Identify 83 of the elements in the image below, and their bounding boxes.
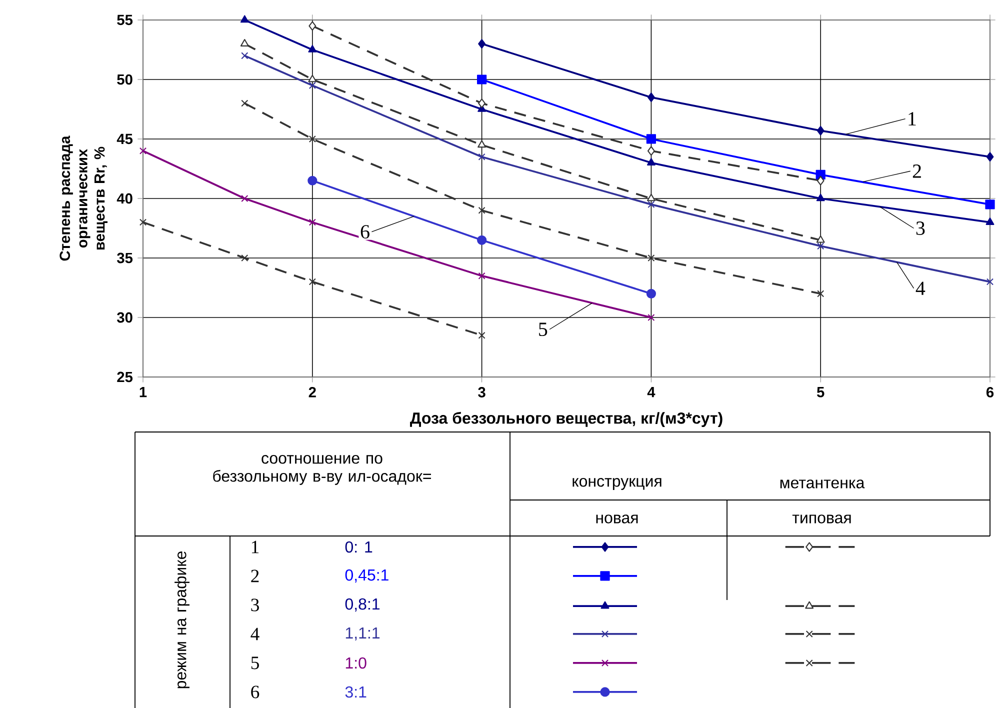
point — [648, 254, 655, 262]
y-tick-label: 45 — [116, 134, 133, 144]
y-tick-label: 35 — [116, 252, 133, 263]
point — [477, 235, 487, 245]
y-tick-label: 50 — [117, 74, 132, 84]
text: 6 — [251, 685, 260, 698]
point — [986, 278, 994, 286]
point — [816, 235, 825, 243]
point — [646, 193, 656, 201]
text: 0: 1 — [345, 541, 372, 552]
point — [240, 38, 249, 46]
point — [308, 44, 317, 52]
text: метантенка — [780, 479, 865, 488]
text: типовая — [792, 514, 851, 524]
point — [477, 74, 487, 84]
point — [646, 134, 656, 144]
y-tick-label: 25 — [117, 372, 133, 382]
point — [817, 242, 824, 250]
y-tick-label: 55 — [117, 14, 133, 25]
point — [647, 146, 655, 156]
point — [139, 218, 147, 226]
point — [986, 152, 994, 162]
point — [308, 218, 316, 226]
point — [478, 38, 486, 48]
text: 3:1 — [345, 686, 366, 698]
point — [241, 52, 248, 60]
annotation: 6 — [360, 224, 370, 238]
text: соотношение по беззольному в-ву ил-осадок= — [213, 454, 431, 485]
x-tick-label: 5 — [816, 386, 824, 398]
text: режим на графике — [174, 551, 190, 688]
point — [478, 98, 486, 108]
text: 0,8:1 — [345, 598, 380, 612]
point — [308, 176, 318, 186]
y-tick-label: 40 — [116, 193, 132, 204]
point — [816, 126, 824, 136]
annotation: 5 — [539, 322, 548, 336]
point — [308, 82, 316, 89]
point — [308, 74, 317, 82]
text: 0,45:1 — [345, 569, 388, 582]
point — [648, 314, 655, 321]
point — [648, 200, 655, 208]
point — [817, 290, 824, 298]
text: 1:0 — [346, 657, 366, 668]
point — [478, 206, 486, 214]
point — [986, 217, 994, 225]
point — [816, 176, 824, 186]
text: новая — [596, 514, 638, 524]
x-tick-label: 1 — [140, 386, 147, 397]
text: 1,1:1 — [346, 627, 380, 640]
y-axis-title: Степень распада органических веществ Rr, % — [60, 135, 108, 260]
point — [985, 199, 995, 210]
text: конструкция — [572, 478, 662, 490]
point — [139, 147, 147, 154]
point — [240, 14, 249, 22]
text: 4 — [250, 628, 260, 640]
text: 5 — [251, 656, 259, 669]
text: 3 — [251, 598, 259, 612]
text: 2 — [251, 570, 259, 582]
point — [478, 153, 486, 160]
annotation: 4 — [916, 282, 926, 295]
point — [478, 272, 486, 280]
point — [308, 135, 316, 142]
x-axis-title: Доза беззольного вещества, кг/(м3*сут) — [410, 412, 722, 427]
point — [241, 194, 248, 202]
point — [241, 254, 248, 262]
annotation: 2 — [912, 164, 921, 178]
annotation: 1 — [908, 112, 916, 126]
point — [308, 20, 316, 31]
point — [478, 332, 486, 339]
x-tick-label: 4 — [647, 386, 656, 397]
point — [241, 100, 248, 107]
point — [647, 92, 655, 102]
x-tick-label: 2 — [308, 386, 316, 398]
y-tick-label: 30 — [116, 312, 132, 322]
annotation: 3 — [916, 221, 925, 235]
x-tick-label: 3 — [478, 386, 486, 398]
point — [478, 140, 486, 148]
text: 1 — [252, 540, 259, 553]
x-tick-label: 6 — [986, 386, 994, 398]
point — [308, 278, 316, 286]
point — [646, 288, 656, 298]
point — [646, 158, 656, 166]
point — [816, 193, 825, 201]
